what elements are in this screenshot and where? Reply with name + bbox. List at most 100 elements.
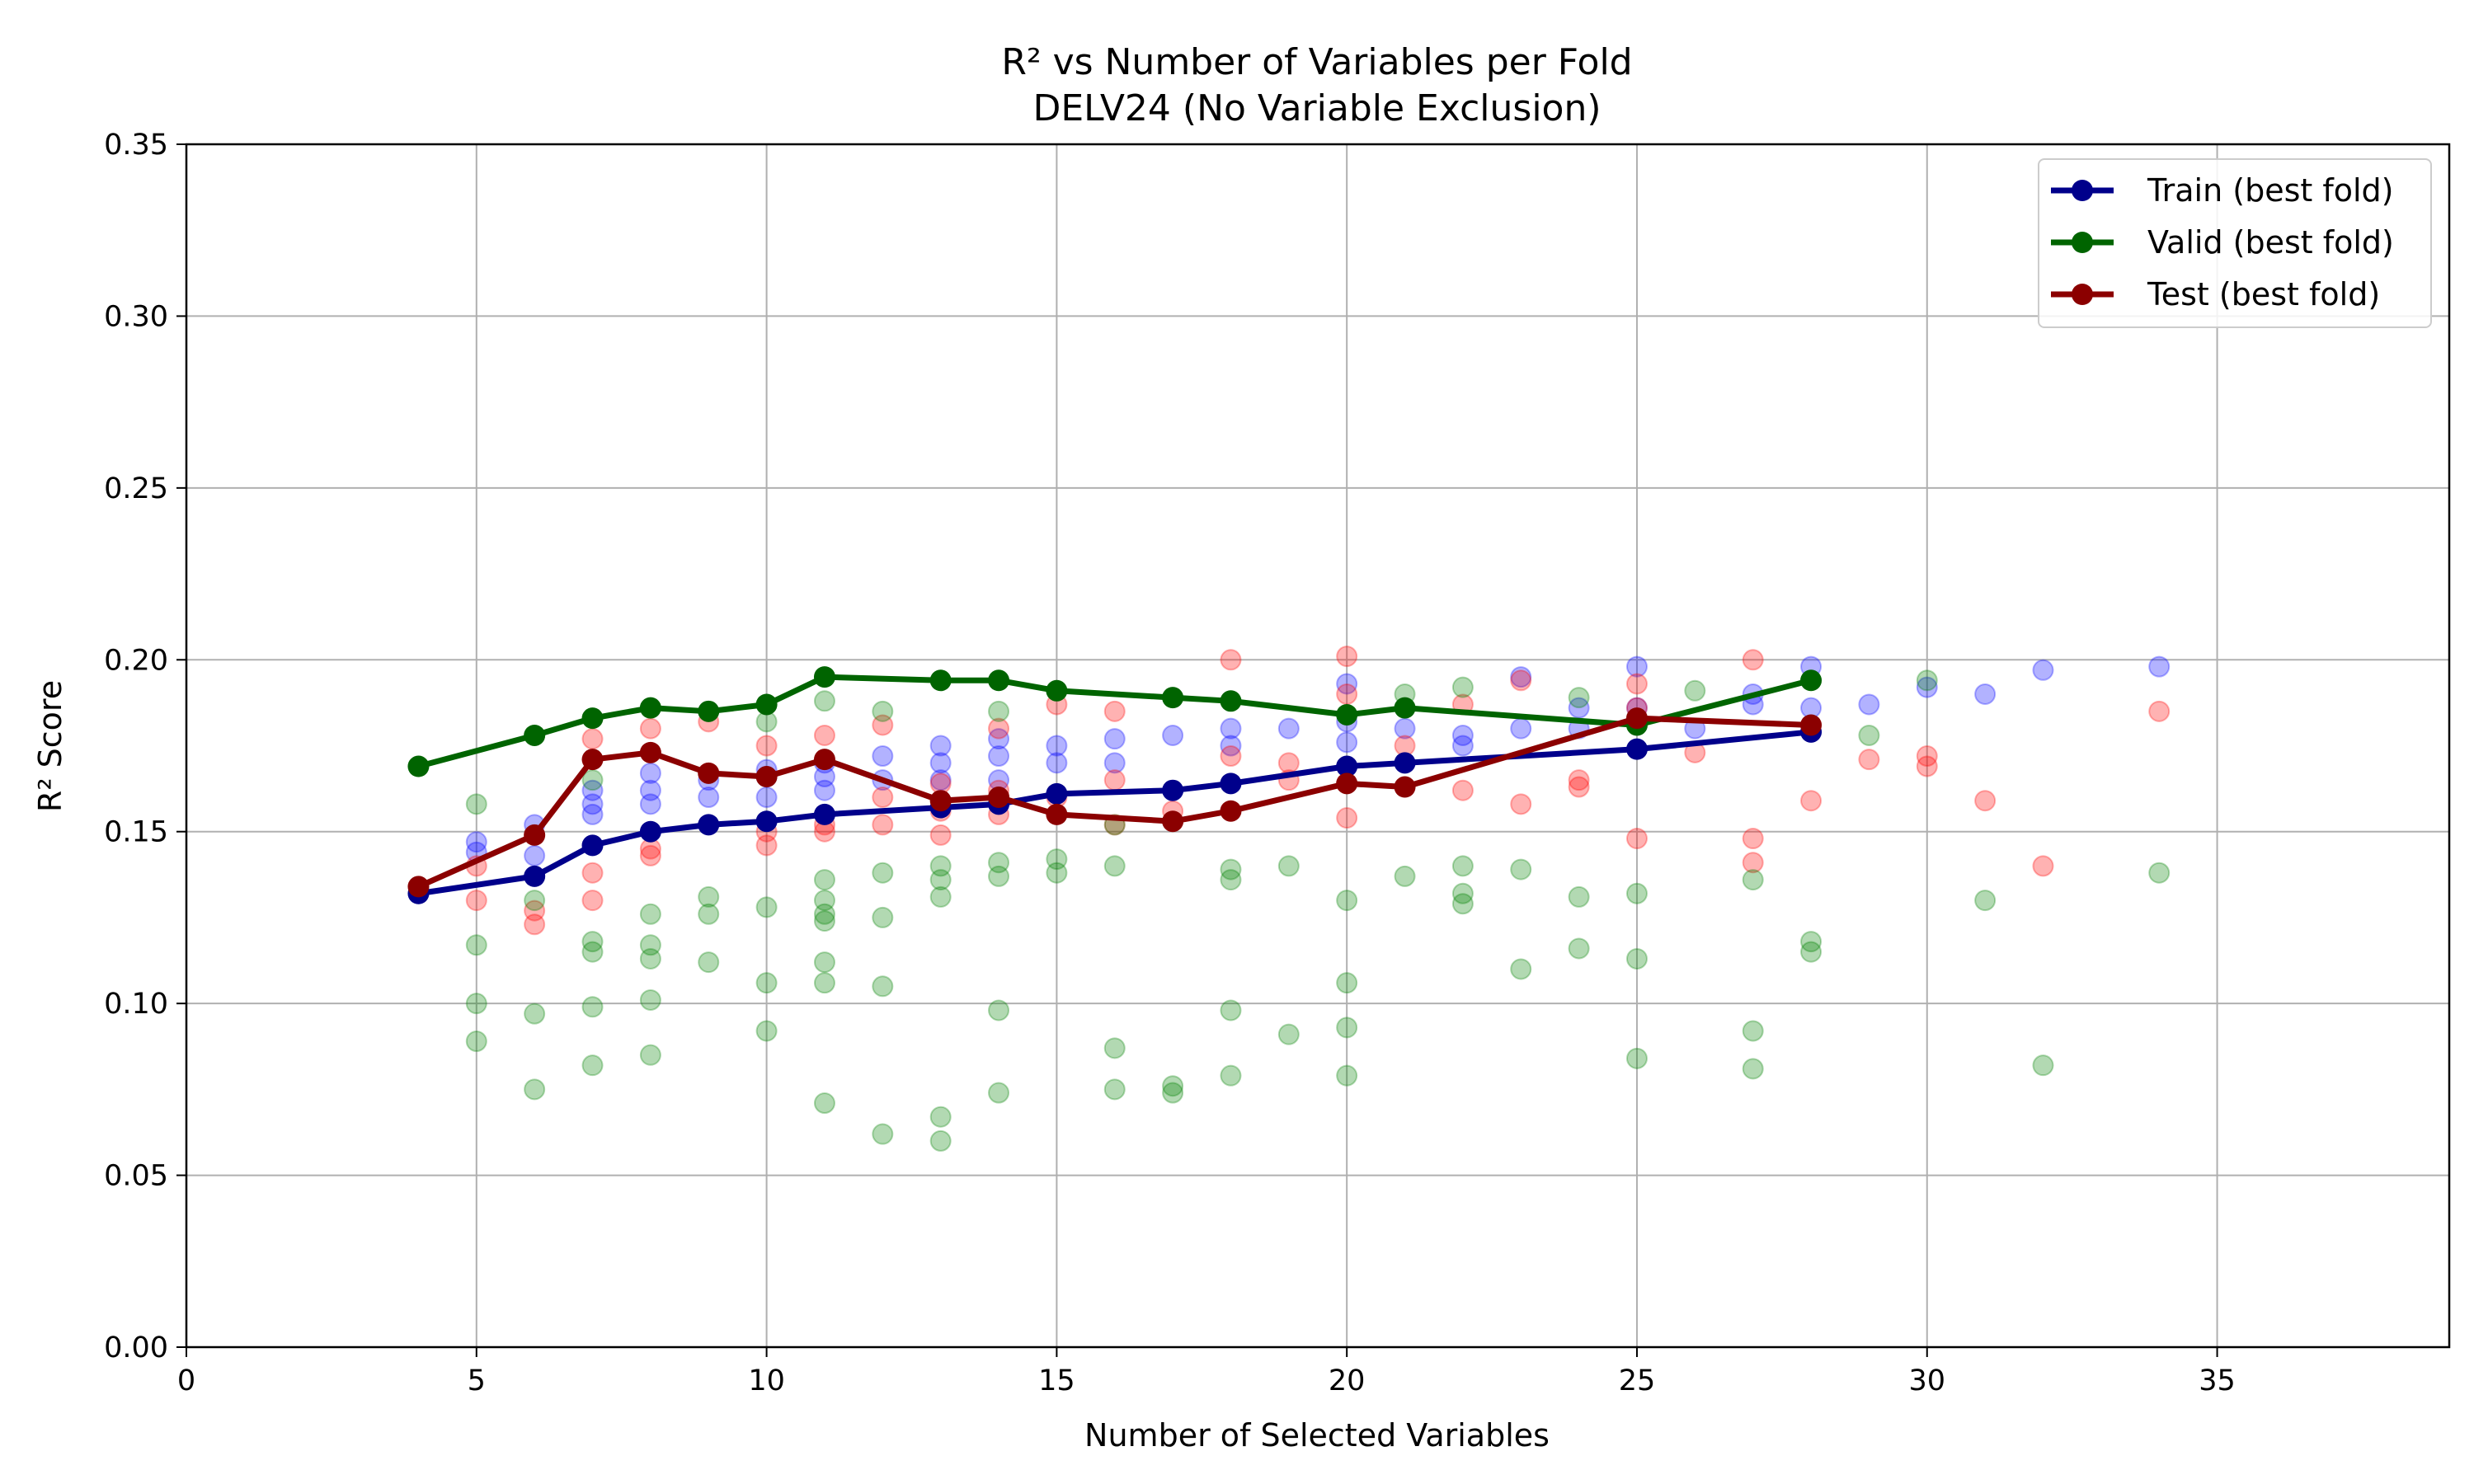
scatter-point — [1046, 752, 1068, 774]
series-marker — [755, 766, 778, 788]
scatter-point — [639, 903, 661, 925]
scatter-point — [2148, 655, 2171, 678]
scatter-point — [465, 1030, 487, 1052]
scatter-point — [813, 951, 835, 974]
scatter-point — [813, 910, 835, 932]
scatter-point — [524, 899, 546, 922]
scatter-point — [1742, 852, 1764, 874]
scatter-point — [1568, 687, 1590, 709]
scatter-point — [755, 972, 778, 994]
scatter-point — [1625, 947, 1648, 970]
scatter-point — [1800, 941, 1823, 963]
scatter-point — [1742, 869, 1764, 891]
series-marker — [581, 707, 604, 730]
scatter-point — [1046, 862, 1068, 884]
scatter-point — [1103, 769, 1126, 791]
scatter-point — [639, 934, 661, 956]
scatter-point — [755, 735, 778, 757]
series-marker — [1625, 707, 1648, 730]
x-tick-label: 35 — [2199, 1364, 2236, 1397]
scatter-point — [2032, 1054, 2054, 1077]
scatter-point — [1858, 749, 1880, 771]
legend-label: Test (best fold) — [2147, 276, 2380, 312]
scatter-point — [1162, 1075, 1184, 1097]
chart-subtitle: DELV24 (No Variable Exclusion) — [1032, 87, 1601, 129]
series-marker — [581, 749, 604, 771]
scatter-point — [1336, 673, 1358, 695]
x-axis-label: Number of Selected Variables — [1084, 1417, 1550, 1453]
scatter-point — [639, 793, 661, 815]
series-marker — [524, 724, 546, 746]
scatter-point — [755, 834, 778, 857]
series-lines — [407, 666, 1823, 904]
grid-lines — [186, 144, 2449, 1347]
scatter-point — [872, 787, 894, 809]
scatter-point — [2032, 659, 2054, 681]
scatter-point — [639, 717, 661, 740]
series-marker — [1162, 779, 1184, 801]
scatter-point — [1974, 890, 1997, 912]
scatter-point — [1916, 755, 1938, 777]
y-tick-label: 0.00 — [104, 1331, 168, 1364]
scatter-point — [524, 844, 546, 866]
series-marker — [1336, 755, 1358, 777]
scatter-point — [581, 941, 604, 963]
scatter-point — [1625, 828, 1648, 850]
scatter-point — [1103, 700, 1126, 722]
scatter-point — [988, 865, 1010, 887]
scatter-point — [524, 1003, 546, 1025]
scatter-point — [1858, 724, 1880, 746]
scatter-point — [813, 724, 835, 746]
scatter-point — [929, 1106, 952, 1128]
series-marker — [1800, 669, 1823, 692]
scatter-point — [465, 831, 487, 853]
scatter-point — [581, 890, 604, 912]
scatter-point — [1568, 885, 1590, 908]
series-marker — [1046, 679, 1068, 702]
scatter-point — [872, 700, 894, 722]
scatter-point — [1220, 745, 1242, 768]
scatter-point — [813, 890, 835, 912]
scatter-point — [1103, 728, 1126, 750]
scatter-point — [698, 885, 720, 908]
scatter-point — [813, 972, 835, 994]
scatter-point — [524, 1078, 546, 1101]
scatter-point — [2148, 700, 2171, 722]
scatter-point — [988, 745, 1010, 768]
scatter-point — [1568, 769, 1590, 791]
plot-frame — [185, 143, 2451, 1349]
scatter-point — [581, 996, 604, 1018]
scatter-point — [1568, 937, 1590, 960]
scatter-point — [872, 714, 894, 736]
scatter-point — [2148, 862, 2171, 884]
y-tick-label: 0.15 — [104, 816, 168, 849]
scatter-point — [813, 690, 835, 712]
scatter-point — [1336, 972, 1358, 994]
series-marker — [524, 824, 546, 846]
scatter-point — [1684, 679, 1706, 702]
series-marker — [407, 755, 430, 777]
y-tick-label: 0.20 — [104, 644, 168, 677]
x-tick-label: 0 — [177, 1364, 195, 1397]
scatter-point — [2032, 855, 2054, 877]
scatter-point — [872, 906, 894, 928]
series-line — [417, 715, 1812, 890]
scatter-point — [1336, 1017, 1358, 1039]
scatter-point — [698, 951, 720, 974]
y-axis-ticks: 0.00 0.05 0.10 0.15 0.20 0.25 0.30 0.35 — [104, 129, 186, 1364]
scatter-point — [1451, 676, 1474, 698]
series-marker — [988, 669, 1010, 692]
scatter-point — [465, 793, 487, 815]
y-tick-label: 0.25 — [104, 472, 168, 505]
scatter-point — [1625, 882, 1648, 904]
scatter-point — [1336, 807, 1358, 829]
scatter-point — [639, 989, 661, 1011]
series-marker — [639, 820, 661, 843]
series-marker — [813, 803, 835, 825]
scatter-point — [639, 844, 661, 866]
scatter-point — [988, 852, 1010, 874]
y-tick-label: 0.35 — [104, 129, 168, 162]
series-marker — [1336, 773, 1358, 795]
series-marker — [1394, 752, 1416, 774]
series-marker — [1046, 803, 1068, 825]
